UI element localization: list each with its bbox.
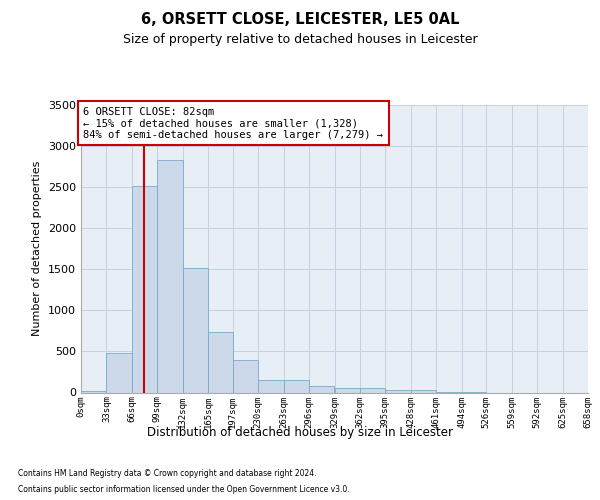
Text: Contains HM Land Registry data © Crown copyright and database right 2024.: Contains HM Land Registry data © Crown c…: [18, 468, 317, 477]
Text: Contains public sector information licensed under the Open Government Licence v3: Contains public sector information licen…: [18, 485, 350, 494]
Y-axis label: Number of detached properties: Number of detached properties: [32, 161, 43, 336]
Bar: [183, 268, 208, 392]
Bar: [284, 380, 309, 392]
Bar: [335, 388, 360, 392]
Bar: [385, 390, 411, 392]
Bar: [106, 353, 132, 393]
Text: Distribution of detached houses by size in Leicester: Distribution of detached houses by size …: [147, 426, 453, 439]
Bar: [309, 386, 335, 392]
Text: 6 ORSETT CLOSE: 82sqm
← 15% of detached houses are smaller (1,328)
84% of semi-d: 6 ORSETT CLOSE: 82sqm ← 15% of detached …: [83, 106, 383, 140]
Bar: [81, 391, 106, 392]
Bar: [258, 380, 284, 392]
Bar: [411, 390, 436, 392]
Bar: [157, 160, 183, 392]
Text: 6, ORSETT CLOSE, LEICESTER, LE5 0AL: 6, ORSETT CLOSE, LEICESTER, LE5 0AL: [141, 12, 459, 28]
Bar: [360, 388, 385, 392]
Text: Size of property relative to detached houses in Leicester: Size of property relative to detached ho…: [122, 32, 478, 46]
Bar: [233, 360, 258, 392]
Bar: [132, 186, 157, 392]
Bar: [208, 332, 233, 392]
